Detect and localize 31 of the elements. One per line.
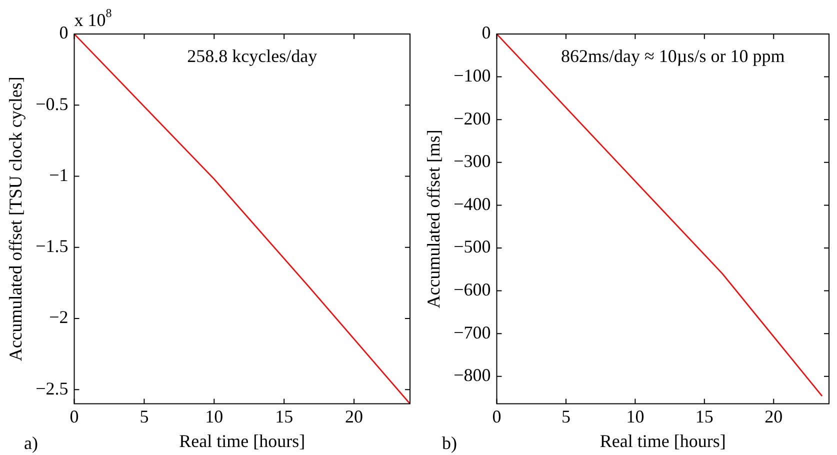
x-axis-title: Real time [hours]: [179, 430, 306, 451]
y-axis-title: Accumulated offset [ms]: [424, 130, 444, 308]
y-tick-label: −400: [454, 194, 491, 214]
y-tick-label: −1: [49, 164, 68, 185]
y-tick-label: −1.5: [36, 236, 68, 256]
x-tick-label: 20: [764, 406, 783, 426]
y-tick-label: −600: [454, 280, 491, 300]
text: b): [442, 433, 457, 453]
x-axis-title: Real time [hours]: [600, 430, 726, 451]
x-tick-label: 5: [140, 406, 149, 426]
y-tick-label: −500: [454, 236, 491, 257]
x-tick-label: 10: [205, 406, 224, 426]
annotation: 862ms/day ≈ 10µs/s or 10 ppm: [561, 46, 785, 66]
x-tick-label: 15: [275, 406, 294, 426]
y-tick-label: 0: [59, 22, 68, 43]
x-tick-label: 5: [561, 406, 570, 426]
x-tick-label: 20: [345, 406, 364, 426]
y-tick-label: −800: [454, 365, 491, 386]
y-tick-label: −700: [454, 322, 491, 342]
y-tick-label: −200: [454, 108, 491, 128]
text: a): [24, 433, 38, 453]
y-tick-label: −100: [454, 66, 491, 86]
y-tick-label: −0.5: [36, 94, 68, 114]
y-tick-label: −300: [454, 151, 491, 172]
annotation: 258.8 kcycles/day: [187, 46, 318, 66]
x-tick-label: 10: [626, 406, 644, 426]
y-tick-label: −2: [49, 307, 68, 328]
y-tick-label: −2.5: [36, 378, 68, 398]
x-tick-label: 15: [695, 406, 714, 426]
y-tick-label: 0: [482, 22, 491, 43]
y-axis-title: Accumulated offset [TSU clock cycles]: [6, 76, 26, 362]
